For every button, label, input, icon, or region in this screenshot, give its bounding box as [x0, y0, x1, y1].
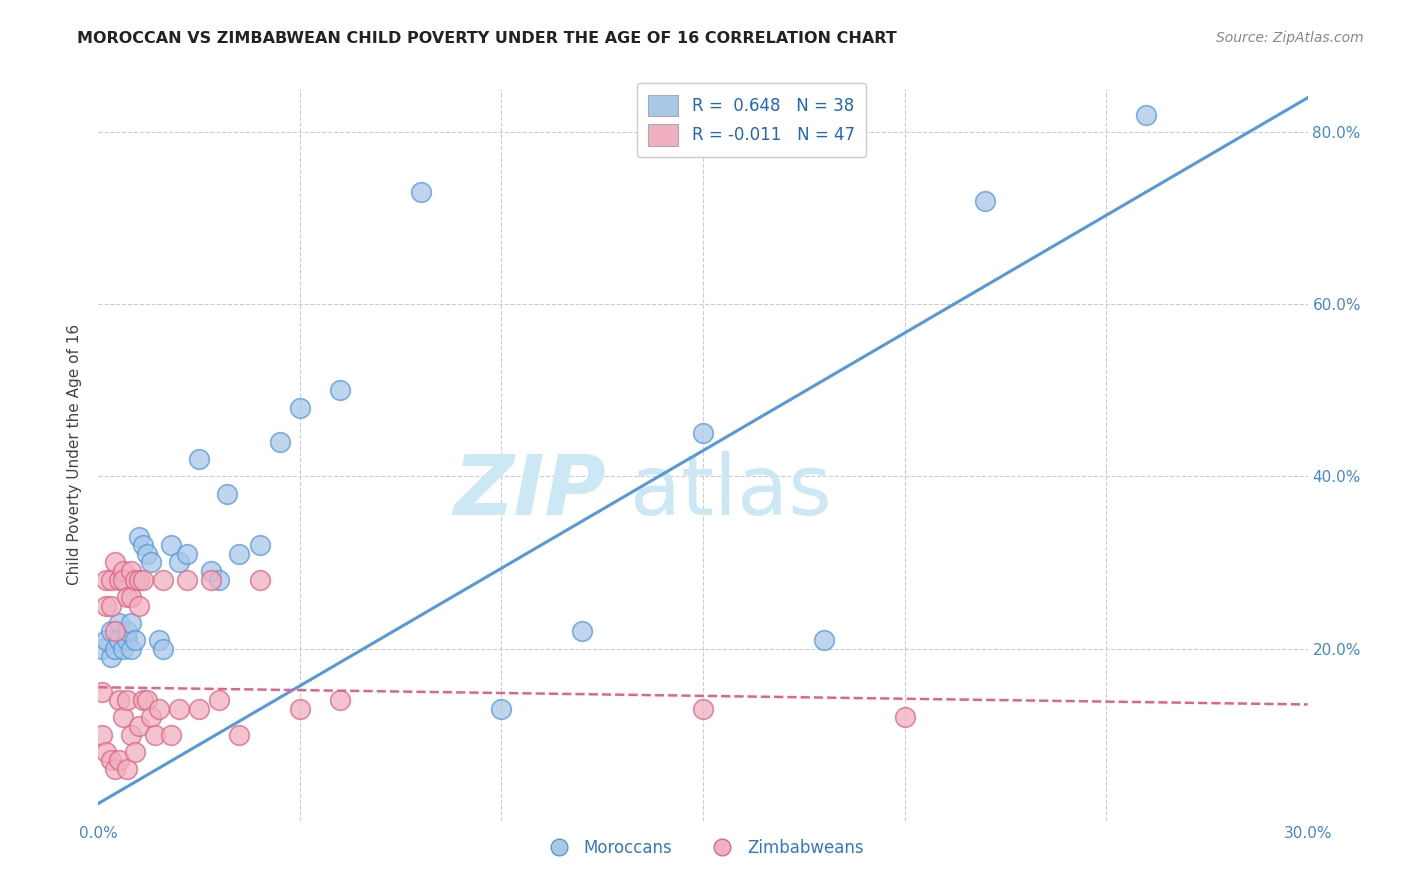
Point	[409, 186, 432, 200]
Point	[249, 538, 271, 552]
Point	[111, 564, 134, 578]
Point	[269, 435, 291, 450]
Point	[115, 762, 138, 776]
Y-axis label: Child Poverty Under the Age of 16: Child Poverty Under the Age of 16	[67, 325, 83, 585]
Point	[120, 641, 142, 656]
Point	[115, 590, 138, 604]
Point	[139, 710, 162, 724]
Point	[167, 702, 190, 716]
Point	[491, 702, 513, 716]
Point	[176, 547, 198, 561]
Point	[91, 641, 114, 656]
Point	[160, 728, 183, 742]
Point	[143, 728, 166, 742]
Point	[96, 632, 118, 647]
Point	[217, 486, 239, 500]
Point	[107, 615, 129, 630]
Point	[692, 702, 714, 716]
Point	[188, 702, 211, 716]
Text: ZIP: ZIP	[454, 451, 606, 532]
Text: atlas: atlas	[630, 451, 832, 532]
Point	[124, 745, 146, 759]
Text: Source: ZipAtlas.com: Source: ZipAtlas.com	[1216, 31, 1364, 45]
Point	[208, 693, 231, 707]
Point	[228, 547, 250, 561]
Point	[120, 590, 142, 604]
Point	[103, 624, 125, 639]
Point	[120, 728, 142, 742]
Point	[111, 641, 134, 656]
Point	[111, 710, 134, 724]
Point	[974, 194, 997, 208]
Point	[200, 564, 222, 578]
Point	[139, 556, 162, 570]
Point	[128, 719, 150, 733]
Point	[329, 693, 352, 707]
Point	[124, 573, 146, 587]
Point	[692, 426, 714, 441]
Point	[100, 650, 122, 665]
Point	[200, 573, 222, 587]
Point	[813, 632, 835, 647]
Point	[100, 624, 122, 639]
Point	[120, 615, 142, 630]
Legend: Moroccans, Zimbabweans: Moroccans, Zimbabweans	[536, 832, 870, 863]
Point	[132, 693, 155, 707]
Point	[100, 753, 122, 767]
Point	[91, 728, 114, 742]
Point	[167, 556, 190, 570]
Point	[128, 599, 150, 613]
Point	[96, 745, 118, 759]
Point	[96, 573, 118, 587]
Point	[188, 452, 211, 467]
Point	[893, 710, 915, 724]
Point	[103, 641, 125, 656]
Point	[208, 573, 231, 587]
Point	[103, 556, 125, 570]
Point	[1135, 108, 1157, 122]
Point	[152, 641, 174, 656]
Point	[111, 573, 134, 587]
Point	[107, 632, 129, 647]
Point	[132, 538, 155, 552]
Point	[135, 547, 157, 561]
Point	[249, 573, 271, 587]
Text: MOROCCAN VS ZIMBABWEAN CHILD POVERTY UNDER THE AGE OF 16 CORRELATION CHART: MOROCCAN VS ZIMBABWEAN CHILD POVERTY UND…	[77, 31, 897, 46]
Point	[288, 401, 311, 415]
Point	[100, 573, 122, 587]
Point	[107, 573, 129, 587]
Point	[329, 384, 352, 398]
Point	[128, 573, 150, 587]
Point	[176, 573, 198, 587]
Point	[96, 599, 118, 613]
Point	[135, 693, 157, 707]
Point	[120, 564, 142, 578]
Point	[103, 762, 125, 776]
Point	[107, 753, 129, 767]
Point	[571, 624, 593, 639]
Point	[152, 573, 174, 587]
Point	[288, 702, 311, 716]
Point	[115, 632, 138, 647]
Point	[128, 530, 150, 544]
Point	[91, 684, 114, 698]
Point	[124, 632, 146, 647]
Point	[148, 632, 170, 647]
Point	[107, 693, 129, 707]
Point	[148, 702, 170, 716]
Point	[132, 573, 155, 587]
Point	[160, 538, 183, 552]
Point	[115, 624, 138, 639]
Point	[115, 693, 138, 707]
Point	[228, 728, 250, 742]
Point	[100, 599, 122, 613]
